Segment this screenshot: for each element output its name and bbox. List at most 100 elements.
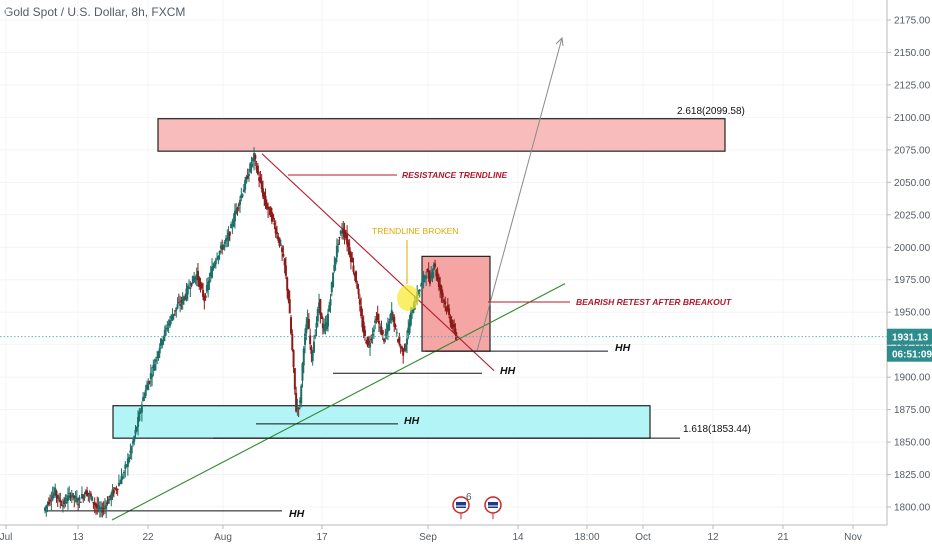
- projection-arrow-line: [476, 37, 563, 352]
- candle-body: [273, 222, 276, 225]
- candle: [338, 236, 341, 245]
- candle-body: [344, 237, 347, 239]
- candle: [426, 268, 429, 273]
- candle: [391, 311, 394, 322]
- candle: [161, 339, 164, 349]
- candle: [244, 176, 247, 194]
- candle: [222, 244, 225, 250]
- candle: [143, 392, 146, 402]
- candle-body: [295, 392, 298, 412]
- candle: [44, 506, 46, 514]
- candle-body: [205, 285, 208, 292]
- candle-body: [149, 373, 152, 379]
- candle-body: [287, 290, 290, 301]
- candle-body: [77, 504, 80, 506]
- candle-body: [358, 299, 361, 305]
- candle: [116, 488, 119, 496]
- candle: [367, 335, 370, 349]
- candle-body: [408, 322, 411, 334]
- candle-body: [148, 381, 151, 383]
- event-flag-icon: [484, 496, 502, 519]
- candle: [103, 498, 106, 514]
- candle-body: [430, 274, 433, 279]
- candle-body: [172, 313, 175, 316]
- candle: [93, 497, 96, 514]
- candle: [418, 288, 421, 298]
- candle-body: [227, 232, 230, 241]
- candle: [144, 384, 147, 398]
- candle-body: [297, 407, 300, 409]
- time-tick-label: 18:00: [574, 532, 599, 543]
- candle-body: [388, 320, 391, 331]
- candle-body: [284, 265, 287, 276]
- candle: [453, 319, 456, 333]
- trendlines: [45, 36, 680, 521]
- candle: [263, 191, 266, 207]
- candle: [251, 157, 254, 168]
- candle: [406, 330, 409, 354]
- candle-body: [250, 163, 253, 167]
- candle-body: [325, 321, 328, 330]
- candle: [270, 207, 273, 225]
- candle: [124, 461, 127, 478]
- candle: [207, 276, 210, 298]
- candle: [209, 265, 212, 282]
- candle-body: [270, 212, 273, 222]
- candle: [325, 315, 328, 332]
- candle-body: [385, 331, 388, 335]
- candle: [188, 279, 191, 290]
- candle-body: [398, 336, 401, 345]
- candle: [125, 464, 128, 468]
- candle: [97, 497, 100, 513]
- candle-body: [245, 176, 248, 183]
- candle: [446, 298, 449, 313]
- candle-body: [200, 283, 203, 289]
- candle: [158, 343, 161, 359]
- candle-body: [80, 494, 83, 499]
- candle-body: [168, 320, 171, 327]
- candle-body: [367, 340, 370, 344]
- candle: [61, 498, 64, 513]
- candle-body: [109, 495, 112, 497]
- candle: [301, 362, 304, 388]
- candle: [216, 252, 219, 261]
- candle: [175, 307, 178, 318]
- candle: [440, 284, 443, 303]
- candle: [323, 318, 326, 334]
- candle-body: [351, 257, 354, 263]
- candle: [148, 380, 151, 385]
- candle: [333, 256, 336, 273]
- candle: [379, 323, 382, 334]
- candle-body: [310, 347, 313, 355]
- candle: [162, 335, 165, 345]
- candle-body: [442, 299, 445, 302]
- candle: [123, 469, 126, 479]
- candle: [326, 308, 329, 332]
- candle: [194, 275, 197, 285]
- candle: [454, 323, 457, 340]
- candle-body: [281, 247, 284, 253]
- candle-body: [450, 319, 453, 327]
- candle: [166, 320, 169, 332]
- candle-body: [46, 503, 49, 506]
- candle: [131, 438, 134, 447]
- candle: [436, 267, 439, 282]
- candle-body: [306, 318, 309, 330]
- candle-body: [274, 227, 277, 234]
- candle: [353, 271, 356, 281]
- candle: [455, 332, 458, 341]
- candle: [292, 349, 295, 373]
- candle-body: [195, 274, 198, 280]
- candle: [189, 281, 192, 297]
- candle: [98, 501, 101, 518]
- candle-body: [226, 237, 229, 241]
- candle: [147, 378, 150, 391]
- candle-body: [277, 236, 280, 241]
- candle: [287, 288, 290, 304]
- candle-body: [54, 487, 57, 496]
- price-tick-label: 2000.00: [894, 243, 931, 254]
- candle: [75, 490, 78, 505]
- candle: [247, 168, 250, 182]
